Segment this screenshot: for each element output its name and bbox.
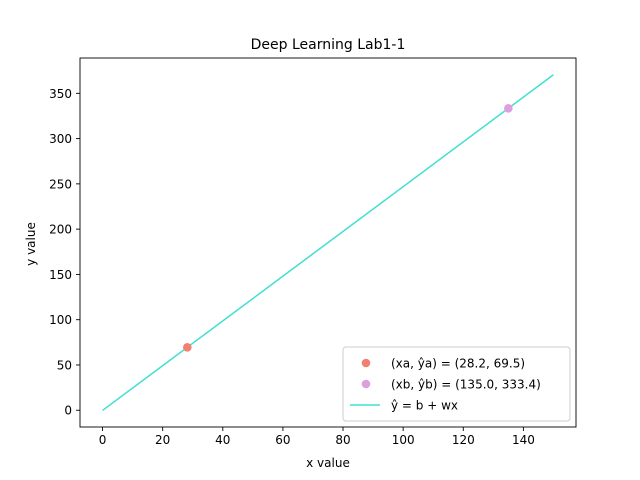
x-tick-label: 20: [155, 433, 170, 447]
legend-label: (xb, ŷb) = (135.0, 333.4): [391, 378, 541, 392]
x-tick-label: 140: [512, 433, 535, 447]
data-point-a: [183, 343, 192, 352]
legend: (xa, ŷa) = (28.2, 69.5) (xb, ŷb) = (135.0…: [342, 346, 571, 422]
y-tick-label: 50: [57, 358, 72, 372]
y-tick-label: 0: [64, 404, 72, 418]
x-axis-label: x value: [306, 456, 350, 470]
legend-box: [342, 346, 571, 422]
y-tick-label: 350: [49, 87, 72, 101]
legend-label: ŷ = b + wx: [391, 399, 458, 413]
x-tick-label: 60: [275, 433, 290, 447]
axes-frame: [79, 57, 577, 428]
legend-label: (xa, ŷa) = (28.2, 69.5): [391, 357, 525, 371]
legend-marker: [361, 379, 371, 389]
x-tick-label: 40: [215, 433, 230, 447]
regression-line: [102, 74, 554, 412]
legend-marker: [361, 358, 371, 368]
y-tick-label: 200: [49, 223, 72, 237]
x-tick-label: 80: [335, 433, 350, 447]
y-axis-label: y value: [24, 222, 38, 266]
data-point-b: [504, 104, 513, 113]
plot-area: 0 20 40 60 80 100 120 140 0 50 100 150 200 250 300 350: [49, 57, 577, 447]
y-tick-label: 150: [49, 268, 72, 282]
x-tick-label: 120: [452, 433, 475, 447]
y-tick-label: 250: [49, 177, 72, 191]
chart-title: Deep Learning Lab1-1: [251, 37, 406, 53]
y-tick-label: 100: [49, 313, 72, 327]
x-tick-label: 100: [392, 433, 415, 447]
x-tick-label: 0: [99, 433, 107, 447]
y-tick-label: 300: [49, 132, 72, 146]
